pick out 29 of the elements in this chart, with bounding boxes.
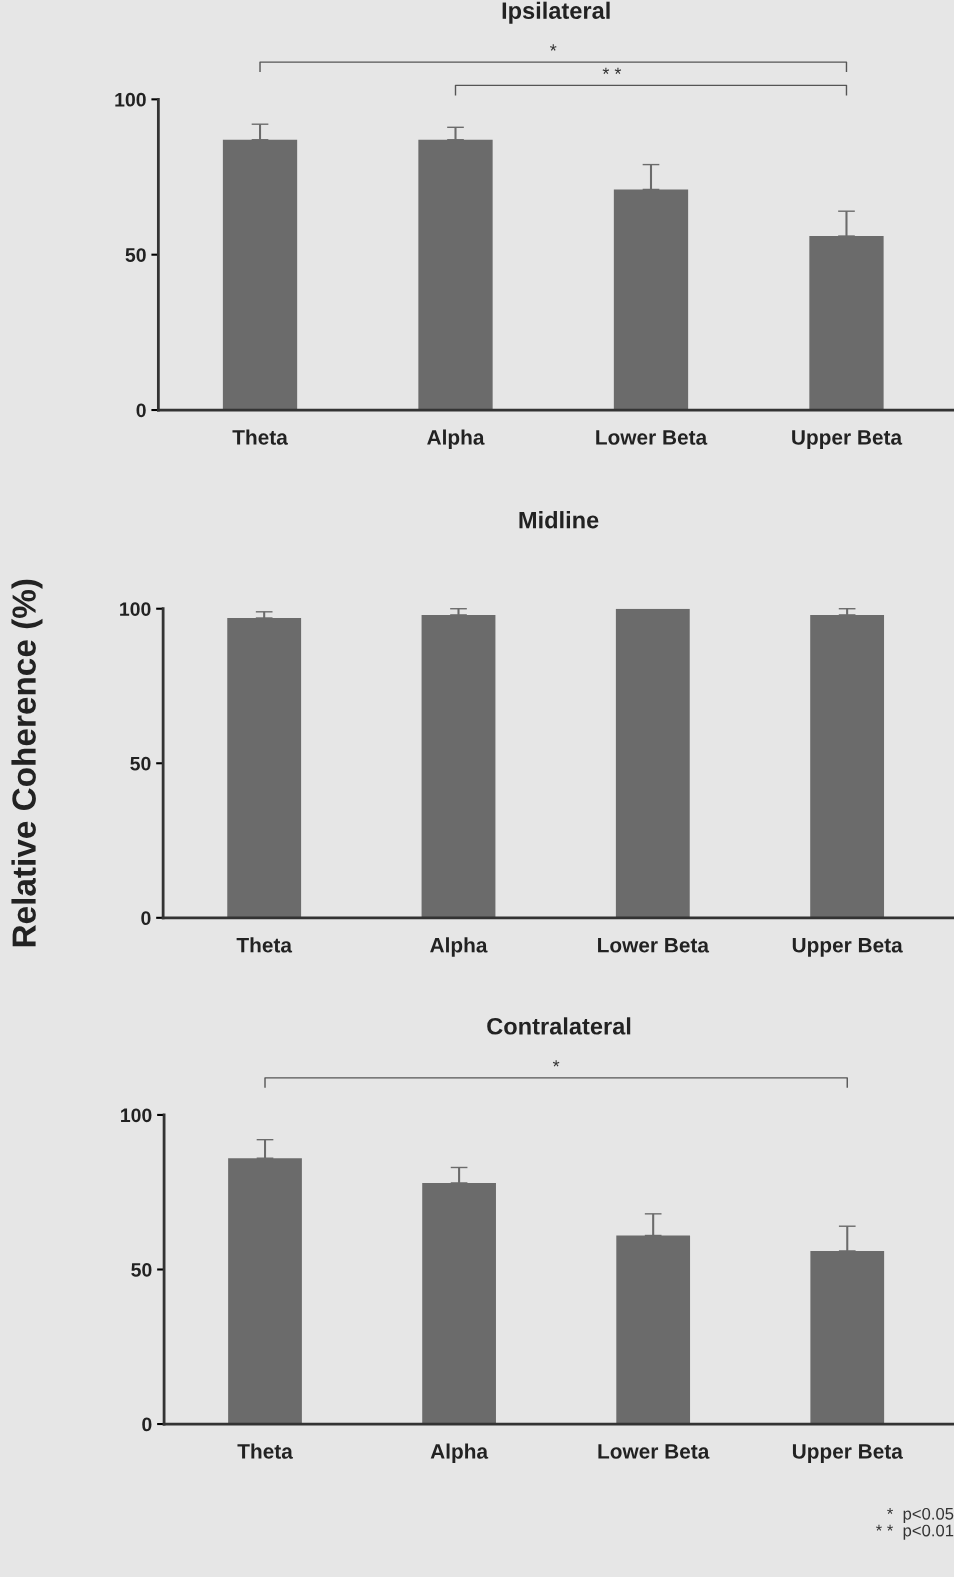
chart-title: Ipsilateral [502, 1, 610, 24]
y-axis-title: Relative Coherence (%) [11, 579, 43, 947]
text: * * [602, 67, 622, 74]
text: * [550, 44, 557, 51]
y-tick-label: 50 [125, 248, 146, 262]
x-tick-label: Alpha [430, 937, 488, 957]
x-tick-label: Theta [232, 429, 288, 445]
x-tick-label: Lower Beta [598, 1444, 710, 1459]
y-tick-label: 100 [115, 92, 146, 107]
y-tick-label: 0 [141, 911, 151, 926]
x-tick-label: Theta [237, 1443, 293, 1459]
x-tick-label: Lower Beta [596, 430, 708, 445]
y-tick-label: 100 [121, 1108, 152, 1123]
x-tick-label: Upper Beta [792, 1444, 903, 1463]
chart-title: Midline [519, 511, 599, 529]
x-tick-label: Alpha [427, 429, 485, 449]
y-tick-label: 50 [131, 1262, 152, 1277]
x-tick-label: Theta [236, 937, 293, 953]
y-tick-label: 0 [136, 403, 146, 418]
text: * [552, 1060, 560, 1067]
x-tick-label: Lower Beta [598, 938, 710, 953]
text: * p<0.05 * * p<0.01 [875, 1507, 954, 1540]
chart-title: Contralateral [487, 1017, 631, 1035]
x-tick-label: Upper Beta [792, 430, 903, 449]
y-tick-label: 50 [130, 756, 151, 771]
y-tick-label: 100 [120, 602, 151, 616]
x-tick-label: Upper Beta [792, 938, 903, 957]
x-tick-label: Alpha [430, 1443, 489, 1463]
y-tick-label: 0 [142, 1417, 152, 1432]
